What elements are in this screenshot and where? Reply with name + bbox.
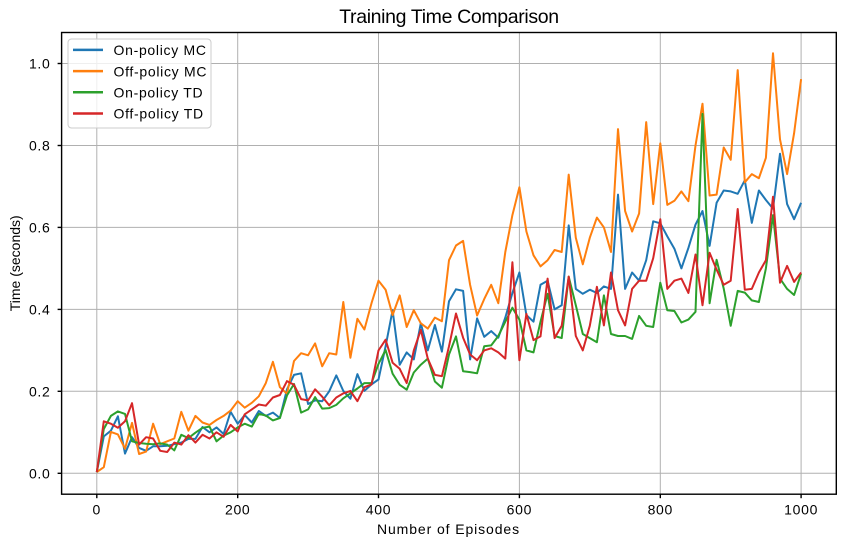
- svg-text:1000: 1000: [784, 502, 818, 518]
- svg-text:0.0: 0.0: [29, 466, 51, 482]
- svg-text:0.4: 0.4: [29, 302, 51, 318]
- svg-text:1.0: 1.0: [29, 56, 51, 72]
- svg-text:400: 400: [366, 502, 391, 518]
- svg-text:0.6: 0.6: [29, 220, 51, 236]
- svg-text:800: 800: [648, 502, 673, 518]
- svg-text:0.8: 0.8: [29, 138, 51, 154]
- svg-text:On-policy TD: On-policy TD: [114, 85, 204, 101]
- svg-text:Time (seconds): Time (seconds): [7, 215, 23, 311]
- svg-text:0: 0: [93, 502, 102, 518]
- svg-text:Number of Episodes: Number of Episodes: [377, 521, 520, 537]
- svg-text:600: 600: [507, 502, 532, 518]
- svg-text:0.2: 0.2: [29, 384, 51, 400]
- svg-text:Training Time Comparison: Training Time Comparison: [339, 6, 559, 28]
- svg-text:Off-policy MC: Off-policy MC: [114, 63, 208, 79]
- svg-text:On-policy MC: On-policy MC: [114, 42, 207, 58]
- svg-text:200: 200: [225, 502, 250, 518]
- svg-text:Off-policy TD: Off-policy TD: [114, 106, 204, 122]
